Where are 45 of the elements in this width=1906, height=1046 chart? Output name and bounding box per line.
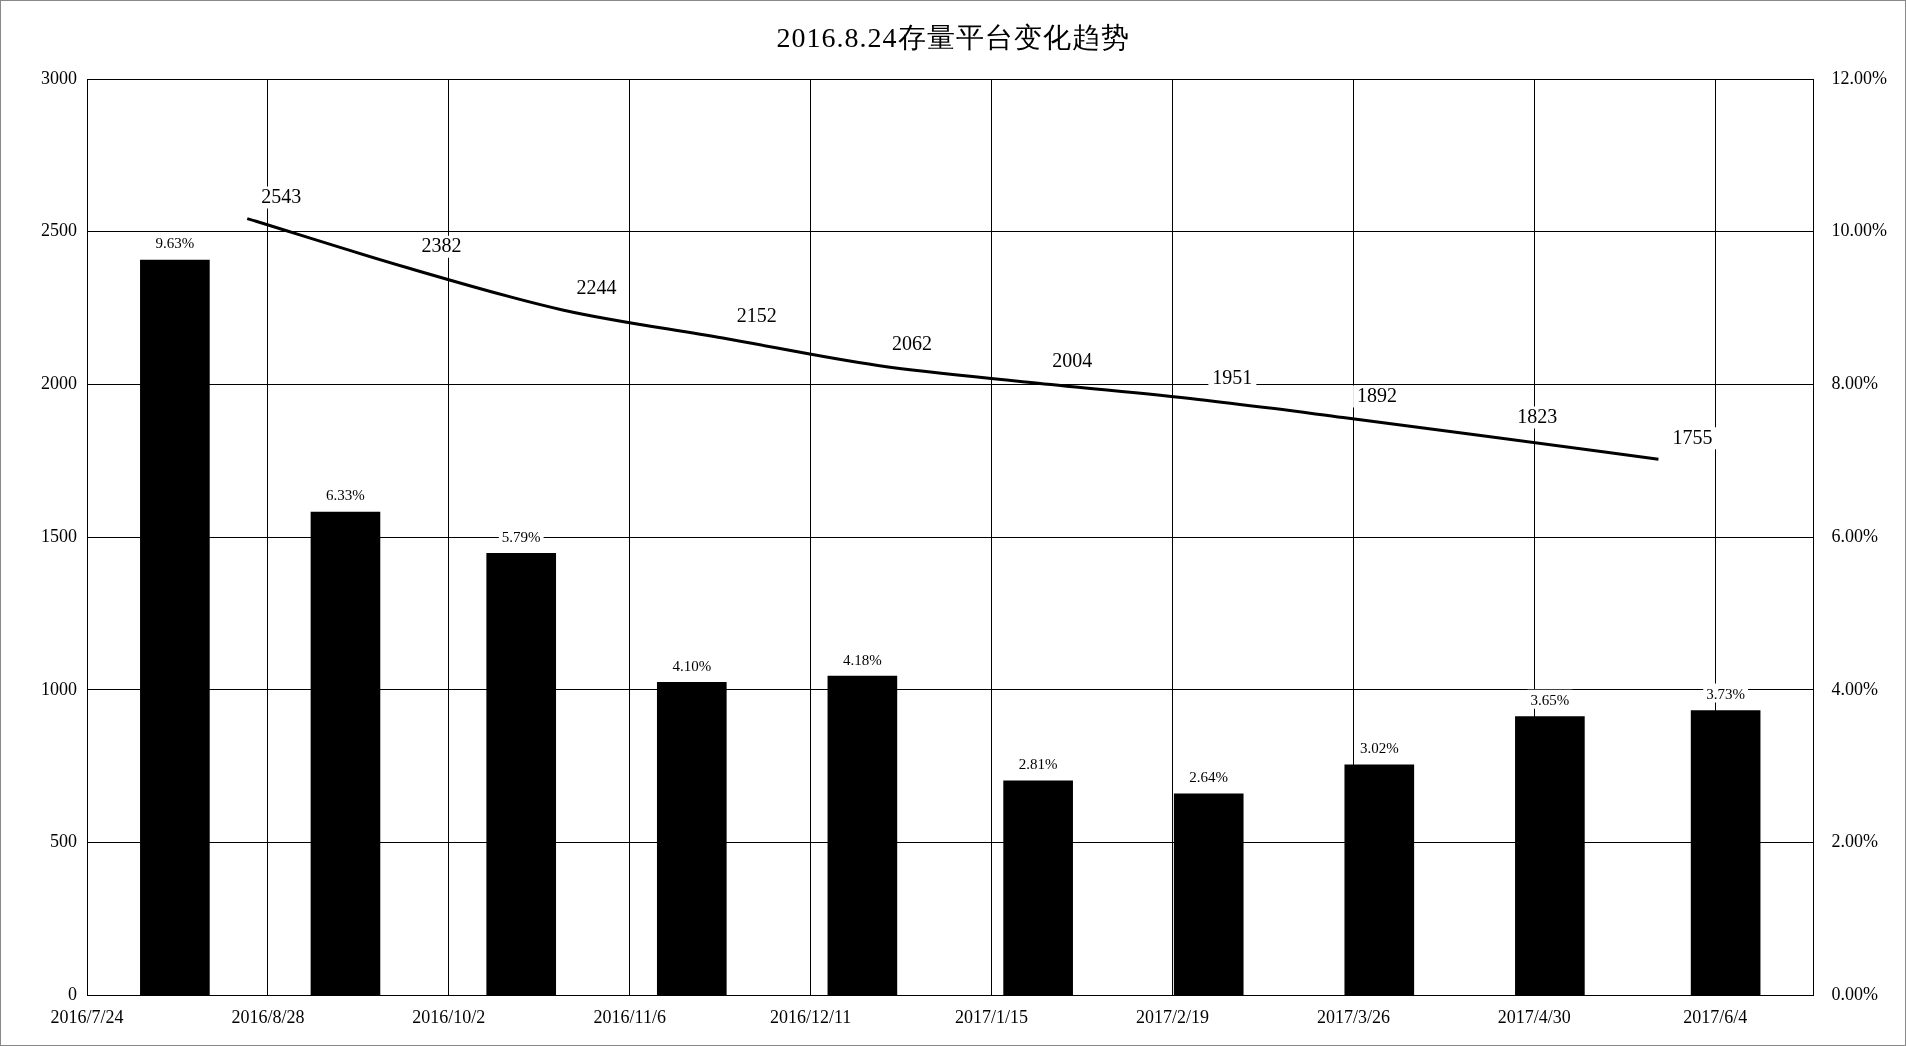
y-tick-label: 2000 (41, 373, 77, 394)
y2-tick-label: 12.00% (1831, 67, 1888, 88)
x-tick-label: 2017/1/15 (955, 1006, 1029, 1027)
x-tick-label: 2017/2/19 (1136, 1006, 1210, 1027)
y-tick-label: 3000 (41, 67, 77, 88)
data-label: 4.18% (843, 651, 882, 668)
chart-title: 2016.8.24存量平台变化趋势 (775, 21, 1131, 55)
data-label: 2152 (736, 304, 777, 327)
data-label: 1892 (1357, 383, 1398, 406)
x-tick-label: 2016/10/2 (412, 1006, 486, 1027)
x-tick-label: 2017/6/4 (1683, 1006, 1748, 1027)
data-label: 4.10% (672, 657, 712, 674)
data-label: 2062 (891, 331, 932, 354)
y-tick-label: 0 (68, 984, 77, 1005)
x-tick-label: 2017/3/26 (1316, 1006, 1390, 1027)
data-label: 2543 (261, 184, 302, 207)
data-label: 3.65% (1530, 692, 1570, 709)
data-label: 3.73% (1706, 685, 1745, 702)
data-label: 5.79% (501, 528, 541, 545)
data-label: 2004 (1052, 349, 1093, 372)
x-tick-label: 2016/8/28 (231, 1006, 305, 1027)
y-tick-label: 1000 (41, 678, 77, 699)
y2-tick-label: 6.00% (1831, 525, 1879, 546)
x-tick-label: 2017/4/30 (1497, 1006, 1571, 1027)
data-label: 2382 (421, 234, 462, 257)
data-label: 3.02% (1359, 740, 1399, 757)
data-label: 9.63% (155, 235, 195, 252)
y-tick-label: 2500 (41, 220, 77, 241)
y-tick-label: 500 (50, 831, 77, 852)
data-label: 1823 (1517, 404, 1558, 427)
data-label: 6.33% (326, 487, 365, 504)
data-label: 1755 (1672, 425, 1713, 448)
data-label: 2.64% (1189, 769, 1229, 786)
x-tick-label: 2016/12/11 (770, 1006, 852, 1027)
y2-tick-label: 8.00% (1831, 373, 1879, 394)
data-label: 2.81% (1018, 756, 1058, 773)
y2-tick-label: 4.00% (1831, 678, 1879, 699)
y-tick-label: 1500 (41, 525, 77, 546)
y2-tick-label: 2.00% (1831, 831, 1879, 852)
data-label: 2244 (576, 276, 617, 299)
data-label: 1951 (1212, 365, 1253, 388)
y2-tick-label: 0.00% (1831, 984, 1879, 1005)
y2-tick-label: 10.00% (1831, 220, 1888, 241)
x-tick-label: 2016/7/24 (50, 1006, 124, 1027)
x-tick-label: 2016/11/6 (593, 1006, 666, 1027)
